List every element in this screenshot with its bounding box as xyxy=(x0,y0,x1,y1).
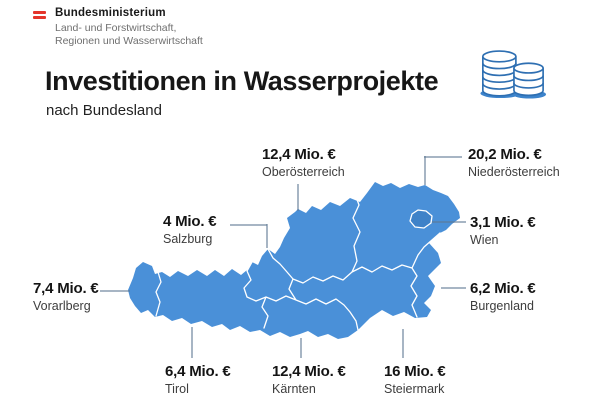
austria-flag-icon xyxy=(33,11,46,20)
name-niederoesterreich: Niederösterreich xyxy=(468,165,560,179)
name-salzburg: Salzburg xyxy=(163,232,213,246)
coins-icon xyxy=(480,50,547,99)
label-kaernten: 12,4 Mio. € Kärnten xyxy=(272,363,346,396)
name-oberoesterreich: Oberösterreich xyxy=(262,165,345,179)
label-niederoesterreich: 20,2 Mio. € Niederösterreich xyxy=(468,146,560,179)
connector-burgenland xyxy=(441,287,466,289)
label-steiermark: 16 Mio. € Steiermark xyxy=(384,363,446,396)
flag-bar-bottom xyxy=(33,16,46,19)
label-vorarlberg: 7,4 Mio. € Vorarlberg xyxy=(33,280,99,313)
ministry-dept-line2: Regionen und Wasserwirtschaft xyxy=(55,34,203,47)
connector-tirol xyxy=(191,327,193,358)
connector-salzburg-h xyxy=(230,224,267,226)
austria-map xyxy=(128,182,460,339)
name-vorarlberg: Vorarlberg xyxy=(33,299,91,313)
connector-niederoesterreich-v xyxy=(424,156,426,185)
state-borders-path xyxy=(155,193,441,331)
value-vorarlberg: 7,4 Mio. € xyxy=(33,280,99,297)
value-oberoesterreich: 12,4 Mio. € xyxy=(262,146,336,163)
value-wien: 3,1 Mio. € xyxy=(470,214,536,231)
coin-stack-right xyxy=(513,62,544,97)
name-kaernten: Kärnten xyxy=(272,382,316,396)
ministry-header: Bundesministerium Land- und Forstwirtsch… xyxy=(55,7,203,47)
page-subtitle: nach Bundesland xyxy=(46,102,162,119)
value-niederoesterreich: 20,2 Mio. € xyxy=(468,146,542,163)
austria-outline-path xyxy=(128,182,460,339)
coin-stack-left xyxy=(482,50,517,97)
connector-niederoesterreich-h xyxy=(424,156,462,158)
ministry-name: Bundesministerium xyxy=(55,7,166,19)
name-burgenland: Burgenland xyxy=(470,299,534,313)
ministry-dept-line1: Land- und Forstwirtschaft, xyxy=(55,22,177,34)
connector-vorarlberg xyxy=(100,290,130,292)
connector-wien xyxy=(432,221,466,223)
value-tirol: 6,4 Mio. € xyxy=(165,363,231,380)
connector-salzburg-v xyxy=(266,224,268,248)
value-salzburg: 4 Mio. € xyxy=(163,213,217,230)
label-tirol: 6,4 Mio. € Tirol xyxy=(165,363,231,396)
connector-steiermark xyxy=(402,329,404,358)
value-burgenland: 6,2 Mio. € xyxy=(470,280,536,297)
name-tirol: Tirol xyxy=(165,382,189,396)
label-burgenland: 6,2 Mio. € Burgenland xyxy=(470,280,536,313)
value-steiermark: 16 Mio. € xyxy=(384,363,446,380)
connector-kaernten xyxy=(300,338,302,358)
label-oberoesterreich: 12,4 Mio. € Oberösterreich xyxy=(262,146,345,179)
page-title: Investitionen in Wasserprojekte xyxy=(45,66,439,96)
label-salzburg: 4 Mio. € Salzburg xyxy=(163,213,217,246)
value-kaernten: 12,4 Mio. € xyxy=(272,363,346,380)
name-wien: Wien xyxy=(470,233,499,247)
name-steiermark: Steiermark xyxy=(384,382,445,396)
flag-bar-top xyxy=(33,11,46,14)
connector-oberoesterreich xyxy=(297,184,299,211)
label-wien: 3,1 Mio. € Wien xyxy=(470,214,536,247)
wien-region xyxy=(409,209,433,229)
